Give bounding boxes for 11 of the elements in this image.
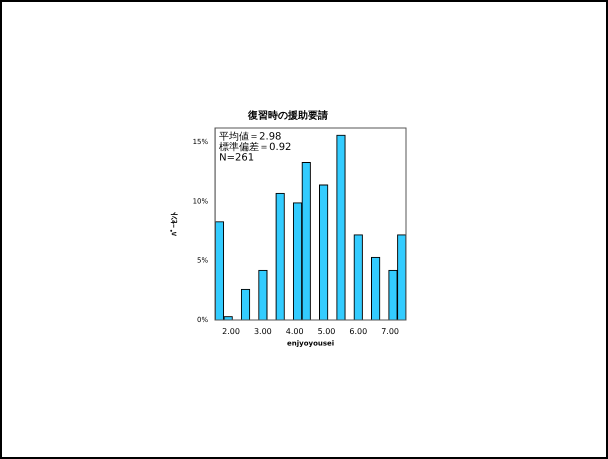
chart-title: 復習時の援助要請 xyxy=(247,110,328,122)
annotation: N=261 xyxy=(219,152,254,164)
x-tick-label: 6.00 xyxy=(349,326,368,336)
annotation: 標準偏差＝0.92 xyxy=(219,141,292,154)
x-tick-label: 5.00 xyxy=(318,326,336,336)
x-tick-label: 7.00 xyxy=(381,326,400,336)
x-tick-label: 3.00 xyxy=(254,326,272,336)
x-tick-label: 2.00 xyxy=(222,326,240,336)
annotation: 平均値＝2.98 xyxy=(219,130,282,143)
x-tick-label: 4.00 xyxy=(286,326,304,336)
y-axis-title: ﾊﾟｰｾﾝﾄ xyxy=(168,212,179,236)
